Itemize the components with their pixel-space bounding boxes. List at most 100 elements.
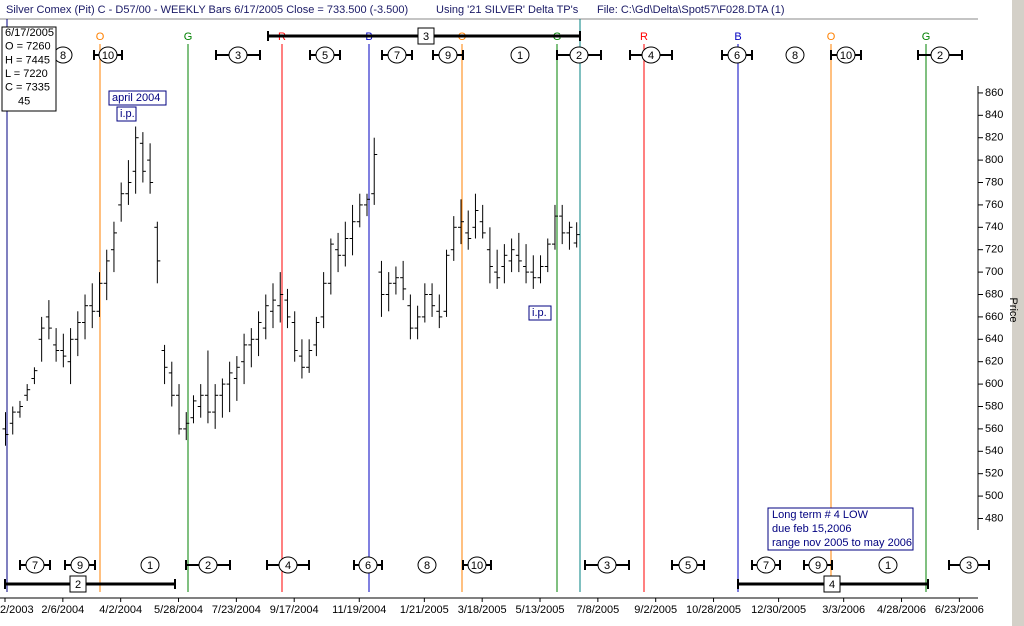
marker-circle: [228, 46, 248, 64]
cycle-letter: B: [734, 31, 741, 43]
marker-label: 8: [792, 50, 798, 62]
y-tick-label: 620: [985, 356, 1003, 368]
y-tick-label: 480: [985, 512, 1003, 524]
marker-circle: [808, 556, 828, 574]
annotation: i.p.: [532, 307, 547, 319]
marker-label: 1: [885, 560, 891, 572]
x-tick-label: 3/18/2005: [458, 604, 507, 616]
period-label: 4: [829, 579, 835, 591]
marker-label: 1: [517, 50, 523, 62]
marker-circle: [756, 556, 776, 574]
marker-label: 1: [147, 560, 153, 572]
period-label: 3: [423, 31, 429, 43]
y-tick-label: 660: [985, 311, 1003, 323]
marker-circle: [315, 46, 335, 64]
x-tick-label: 6/23/2006: [935, 604, 984, 616]
x-tick-label: 11/19/2004: [332, 604, 386, 616]
annotation-box: [528, 305, 552, 321]
marker-circle: [836, 46, 856, 64]
marker-label: 4: [285, 560, 291, 572]
annotation: i.p.: [120, 108, 135, 120]
x-tick-label: 5/13/2005: [516, 604, 565, 616]
annotation-box: [108, 90, 167, 106]
y-tick-label: 600: [985, 378, 1003, 390]
y-tick-label: 840: [985, 109, 1003, 121]
x-tick-label: 2/6/2004: [41, 604, 84, 616]
marker-circle: [198, 556, 218, 574]
y-tick-label: 700: [985, 266, 1003, 278]
x-tick-label: 10/28/2005: [686, 604, 741, 616]
y-tick-label: 500: [985, 490, 1003, 502]
cycle-letter: R: [640, 31, 648, 43]
x-tick-label: 7/8/2005: [576, 604, 619, 616]
cycle-letter: O: [827, 31, 836, 43]
period-box: [823, 575, 841, 593]
y-tick-label: 720: [985, 244, 1003, 256]
info-line: C = 7335: [5, 82, 50, 94]
period-label: 2: [75, 579, 81, 591]
x-tick-label: 4/28/2006: [877, 604, 926, 616]
marker-circle: [140, 556, 160, 574]
info-line: H = 7445: [5, 54, 50, 66]
marker-label: 3: [604, 560, 610, 572]
x-tick-label: 1/21/2005: [400, 604, 449, 616]
window-edge: [1012, 0, 1024, 626]
marker-label: 2: [576, 50, 582, 62]
marker-circle: [438, 46, 458, 64]
marker-label: 6: [734, 50, 740, 62]
x-tick-label: 4/2/2004: [99, 604, 142, 616]
x-tick-label: 12/30/2005: [751, 604, 806, 616]
y-tick-label: 560: [985, 423, 1003, 435]
marker-circle: [959, 556, 979, 574]
y-tick-label: 800: [985, 154, 1003, 166]
y-tick-label: 520: [985, 468, 1003, 480]
marker-circle: [878, 556, 898, 574]
marker-label: 10: [471, 560, 483, 572]
y-tick-label: 760: [985, 199, 1003, 211]
info-line: 45: [18, 95, 30, 107]
note-box: [767, 507, 914, 551]
marker-label: 7: [32, 560, 38, 572]
marker-label: 3: [235, 50, 241, 62]
y-tick-label: 680: [985, 288, 1003, 300]
annotation: april 2004: [112, 92, 160, 104]
marker-label: 7: [394, 50, 400, 62]
info-line: 6/17/2005: [5, 27, 54, 39]
x-tick-label: 3/3/2006: [822, 604, 865, 616]
header-file: File: C:\Gd\Delta\Spot57\F028.DTA (1): [597, 4, 784, 16]
marker-label: 8: [424, 560, 430, 572]
x-tick-label: 5/28/2004: [154, 604, 203, 616]
marker-label: 4: [648, 50, 654, 62]
cycle-letter: G: [922, 31, 931, 43]
marker-circle: [278, 556, 298, 574]
marker-label: 2: [937, 50, 943, 62]
marker-circle: [98, 46, 118, 64]
marker-circle: [597, 556, 617, 574]
note-line: Long term # 4 LOW: [772, 509, 869, 521]
x-tick-label: 9/17/2004: [270, 604, 319, 616]
marker-circle: [467, 556, 487, 574]
marker-circle: [25, 556, 45, 574]
marker-circle: [70, 556, 90, 574]
x-tick-label: 7/23/2004: [212, 604, 261, 616]
header-using: Using '21 SILVER' Delta TP's: [436, 4, 579, 16]
marker-circle: [930, 46, 950, 64]
cycle-letter: G: [184, 31, 193, 43]
y-tick-label: 640: [985, 333, 1003, 345]
marker-circle: [569, 46, 589, 64]
marker-label: 9: [815, 560, 821, 572]
y-tick-label: 780: [985, 176, 1003, 188]
period-box: [417, 27, 435, 45]
note-line: range nov 2005 to may 2006: [772, 537, 912, 549]
marker-label: 10: [102, 50, 114, 62]
y-tick-label: 820: [985, 132, 1003, 144]
marker-label: 5: [322, 50, 328, 62]
marker-label: 7: [763, 560, 769, 572]
cycle-letter: O: [96, 31, 105, 43]
marker-label: 9: [77, 560, 83, 572]
marker-circle: [510, 46, 530, 64]
marker-label: 3: [966, 560, 972, 572]
marker-circle: [678, 556, 698, 574]
marker-label: 6: [365, 560, 371, 572]
